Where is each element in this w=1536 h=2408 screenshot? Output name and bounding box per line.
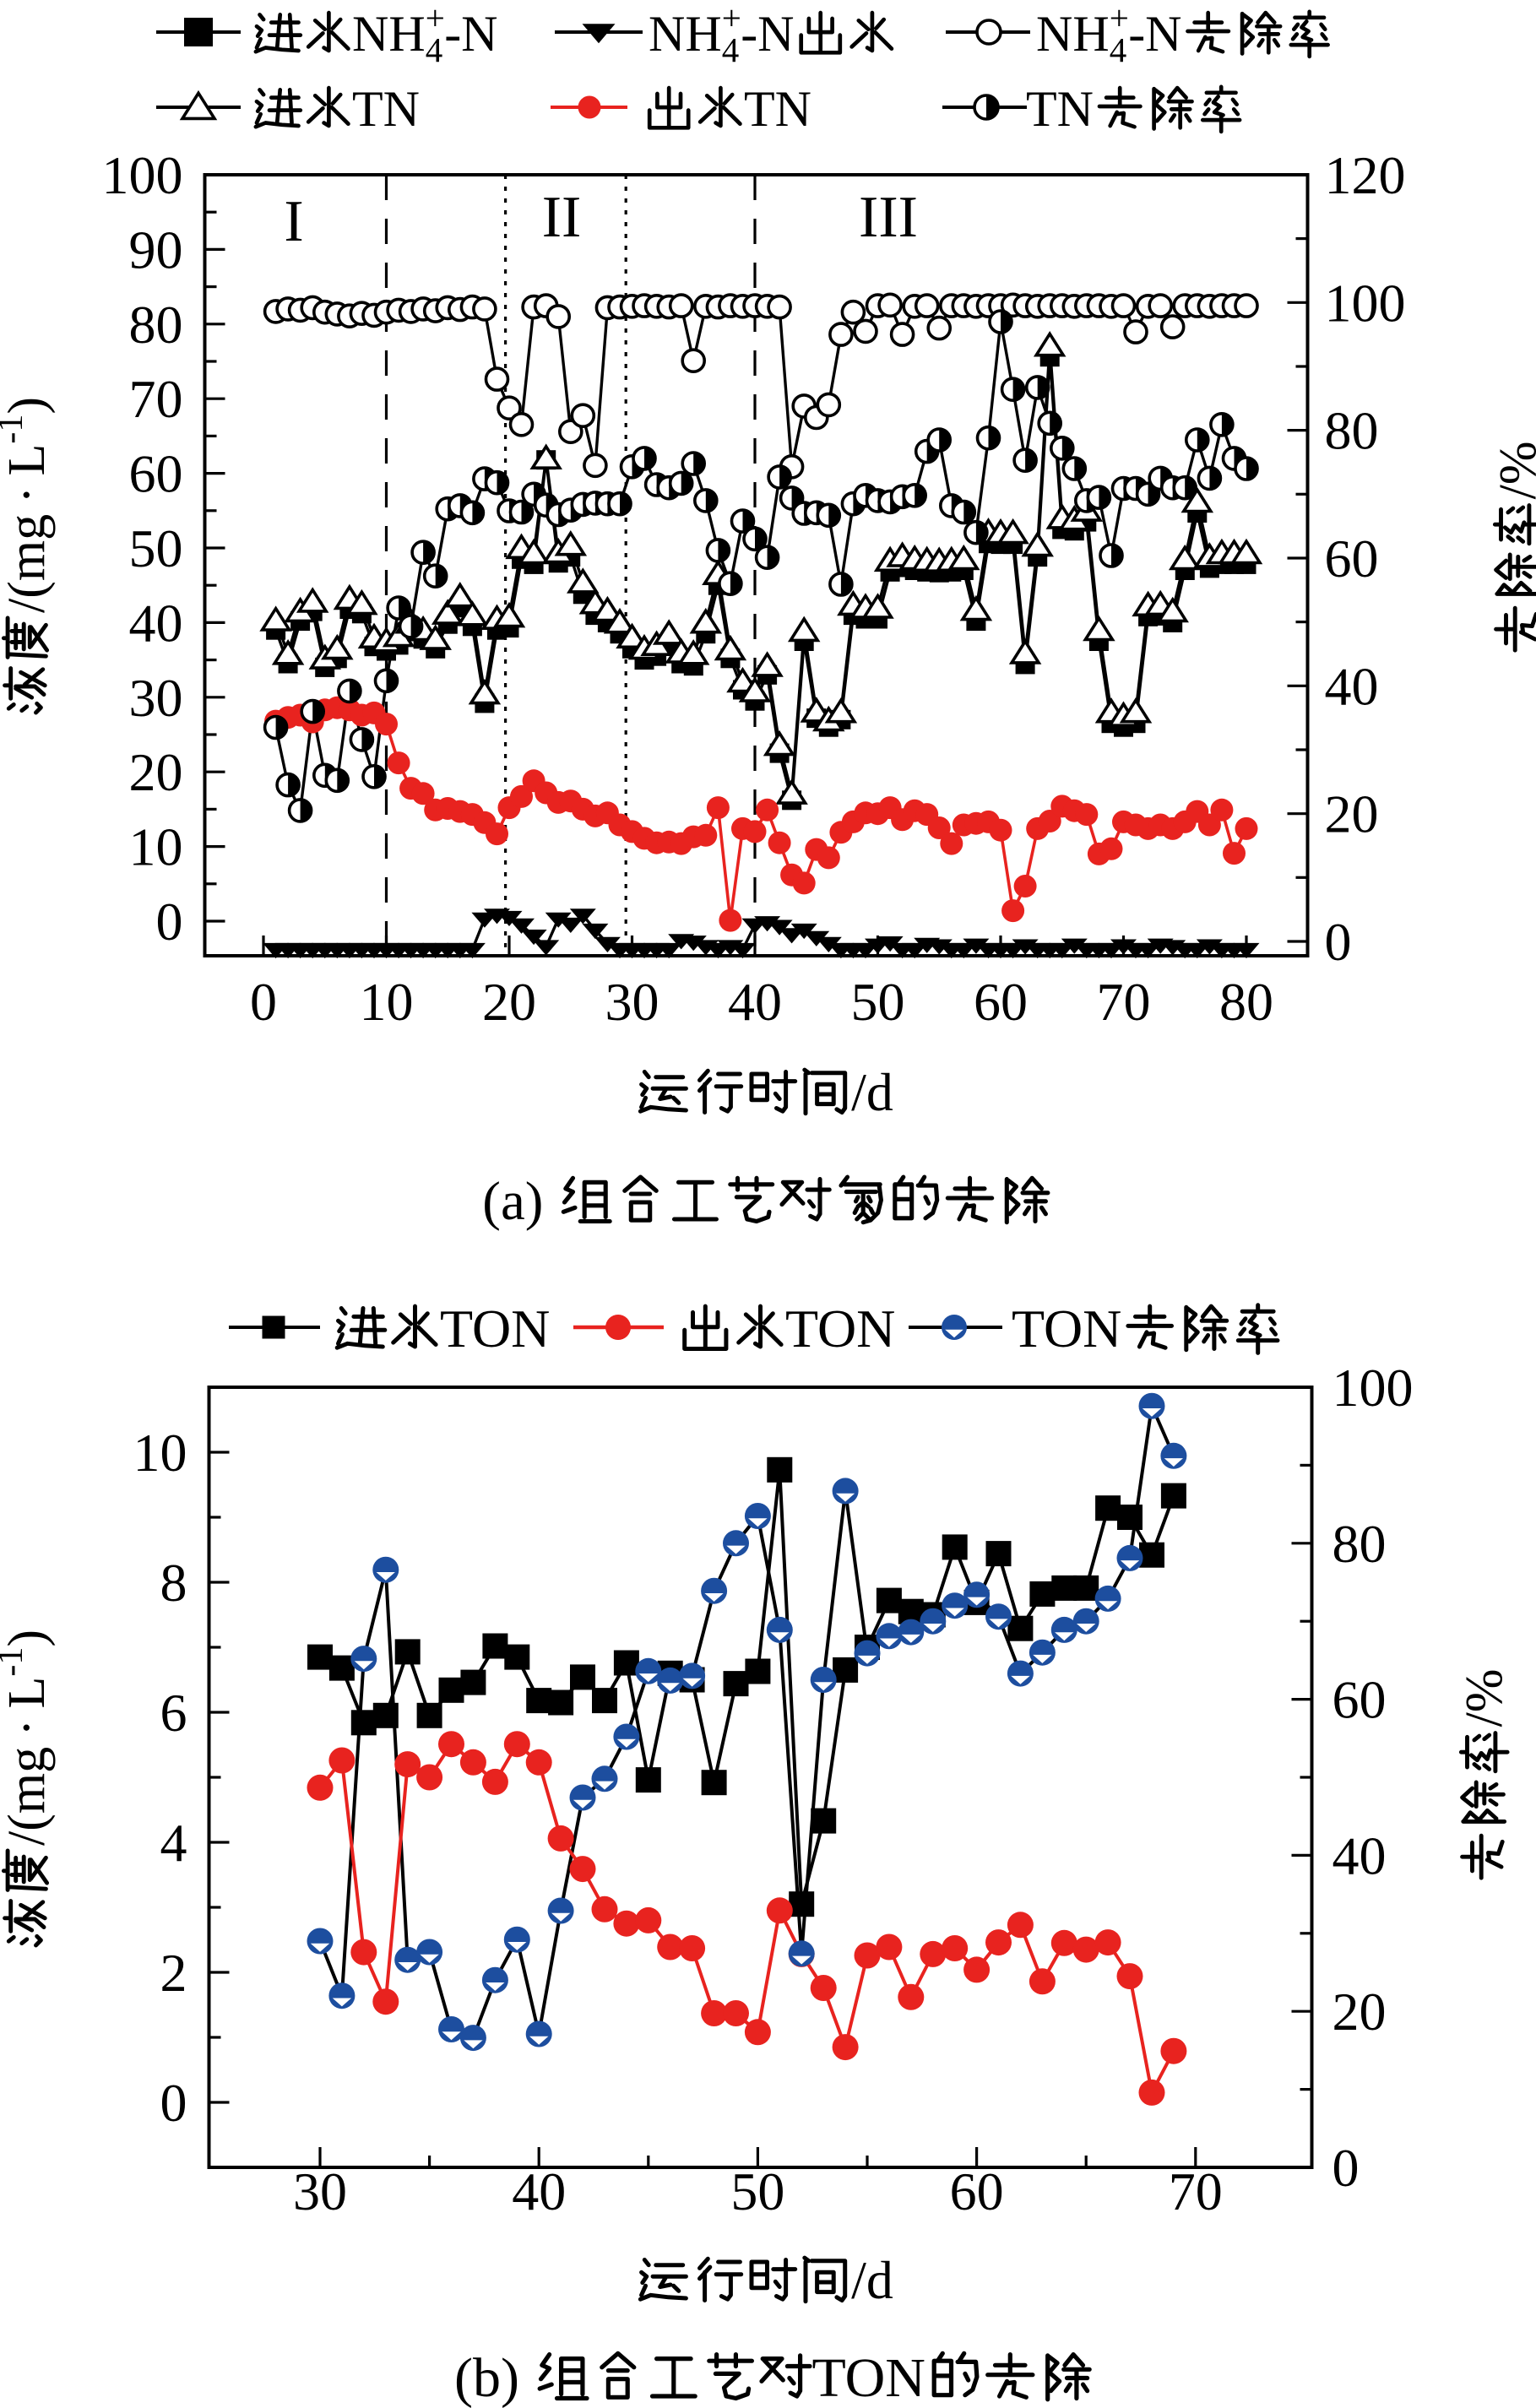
svg-text:0: 0: [1325, 912, 1352, 972]
svg-text:TON: TON: [1012, 1299, 1121, 1359]
svg-text:L: L: [0, 1677, 56, 1709]
svg-text:60: 60: [950, 2161, 1004, 2221]
svg-text:-N: -N: [741, 6, 794, 62]
svg-text:0: 0: [250, 972, 277, 1032]
svg-text:20: 20: [1325, 784, 1379, 844]
svg-text:30: 30: [605, 972, 659, 1032]
svg-text:40: 40: [728, 972, 782, 1032]
svg-text:/(mg: /(mg: [0, 514, 56, 613]
svg-text:4: 4: [160, 1813, 187, 1873]
svg-text:III: III: [859, 185, 918, 250]
svg-text:/d: /d: [851, 2250, 893, 2310]
svg-text:/d: /d: [851, 1062, 893, 1122]
svg-text:40: 40: [129, 593, 183, 653]
svg-text:60: 60: [1325, 529, 1379, 588]
svg-text:0: 0: [156, 892, 183, 952]
svg-text:NH: NH: [649, 6, 722, 62]
svg-text:/%: /%: [1456, 1669, 1513, 1727]
svg-text:50: 50: [851, 972, 905, 1032]
svg-text:(b): (b): [454, 2347, 519, 2408]
svg-text:NH: NH: [352, 6, 426, 62]
svg-text:TN: TN: [1026, 81, 1094, 137]
svg-text:-N: -N: [1128, 6, 1181, 62]
svg-text:100: 100: [1325, 273, 1406, 333]
svg-text:2: 2: [160, 1943, 187, 2003]
svg-text:+: +: [1110, 0, 1129, 37]
svg-text:TON: TON: [440, 1299, 550, 1359]
svg-text:TN: TN: [744, 81, 811, 137]
svg-text:/(mg: /(mg: [0, 1747, 56, 1846]
svg-text:TN: TN: [352, 81, 420, 137]
svg-text:50: 50: [129, 518, 183, 578]
svg-text:0: 0: [160, 2073, 187, 2133]
svg-text:40: 40: [512, 2161, 566, 2221]
svg-text:10: 10: [133, 1423, 187, 1483]
svg-text:TON: TON: [785, 1299, 895, 1359]
svg-text:80: 80: [1219, 972, 1273, 1032]
svg-text:80: 80: [1332, 1514, 1387, 1574]
svg-text:+: +: [722, 0, 741, 37]
svg-text:10: 10: [129, 817, 183, 877]
svg-text:30: 30: [293, 2161, 347, 2221]
svg-text:60: 60: [1332, 1670, 1387, 1730]
svg-text:+: +: [426, 0, 445, 37]
svg-text:10: 10: [360, 972, 414, 1032]
svg-text:I: I: [284, 189, 303, 254]
svg-text:·: ·: [0, 1708, 56, 1746]
svg-text:4: 4: [426, 30, 443, 69]
svg-text:80: 80: [129, 295, 183, 355]
svg-text:·: ·: [0, 475, 56, 513]
svg-text:): ): [0, 1630, 56, 1647]
svg-text:40: 40: [1325, 656, 1379, 716]
svg-text:120: 120: [1325, 145, 1406, 205]
svg-text:70: 70: [129, 369, 183, 429]
svg-text:60: 60: [129, 444, 183, 504]
svg-text:20: 20: [482, 972, 536, 1032]
svg-text:L: L: [0, 444, 56, 476]
svg-text:20: 20: [129, 742, 183, 802]
svg-text:30: 30: [129, 668, 183, 728]
svg-text:100: 100: [1332, 1358, 1414, 1418]
svg-text:0: 0: [1332, 2138, 1360, 2198]
svg-text:-1: -1: [0, 1647, 30, 1677]
svg-text:20: 20: [1332, 1982, 1387, 2042]
svg-text:40: 40: [1332, 1825, 1387, 1885]
svg-text:60: 60: [974, 972, 1028, 1032]
svg-text:II: II: [542, 185, 582, 250]
svg-text:4: 4: [722, 30, 740, 69]
svg-text:TON: TON: [812, 2347, 925, 2408]
svg-text:(a): (a): [482, 1171, 543, 1232]
svg-text:8: 8: [160, 1553, 187, 1613]
svg-text:50: 50: [730, 2161, 784, 2221]
svg-text:/%: /%: [1490, 442, 1536, 500]
svg-text:6: 6: [160, 1683, 187, 1743]
svg-text:NH: NH: [1036, 6, 1110, 62]
svg-text:80: 80: [1325, 401, 1379, 461]
svg-text:4: 4: [1110, 30, 1127, 69]
svg-text:-N: -N: [444, 6, 497, 62]
svg-text:): ): [0, 397, 56, 415]
svg-text:90: 90: [129, 220, 183, 279]
svg-text:70: 70: [1169, 2161, 1223, 2221]
svg-text:70: 70: [1097, 972, 1151, 1032]
svg-text:-1: -1: [0, 415, 30, 444]
svg-text:100: 100: [102, 145, 183, 205]
